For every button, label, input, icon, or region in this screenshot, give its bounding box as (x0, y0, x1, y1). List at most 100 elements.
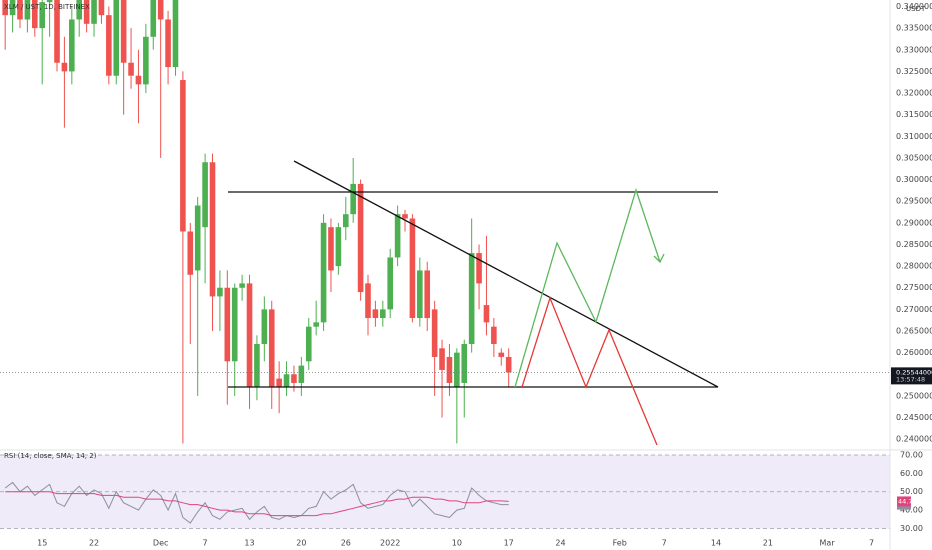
candle-body (276, 378, 282, 388)
candle-body (17, 0, 23, 20)
x-tick-label: 7 (869, 539, 874, 548)
candle-body (143, 36, 149, 85)
candle-body (476, 253, 482, 284)
candle-body (409, 218, 416, 319)
candle-body (350, 183, 356, 215)
candle-body (439, 348, 445, 370)
candle-body (202, 162, 208, 228)
x-tick-label: 7 (662, 539, 667, 548)
countdown: 13:57:48 (896, 375, 925, 383)
candle-body (424, 270, 431, 319)
rsi-tick-label: 50.00 (900, 487, 923, 496)
x-tick-label: 21 (763, 539, 773, 548)
candle-body (365, 283, 371, 319)
x-tick-label: 10 (452, 539, 462, 548)
rsi-value-label: 44.71 (898, 497, 917, 505)
candle-body (165, 19, 171, 68)
candle-body (46, 0, 53, 3)
x-tick-label: Dec (153, 539, 168, 548)
candle-body (69, 19, 75, 72)
y-tick-label: 0.31000000 (896, 132, 932, 141)
candle-body (268, 309, 275, 388)
y-tick-label: 0.30500000 (896, 153, 932, 162)
candle-body (91, 0, 97, 24)
candle-body (335, 227, 342, 267)
candle-body (402, 214, 408, 219)
candle-body (291, 374, 297, 383)
candle-body (106, 15, 112, 76)
bull-arrow (653, 253, 665, 264)
candle-body (39, 2, 46, 29)
x-tick-label: 24 (555, 539, 565, 548)
candle-body (180, 80, 186, 232)
drawings (228, 160, 719, 446)
candle-body (498, 352, 505, 357)
candle-body (298, 365, 305, 383)
candle-body (357, 183, 364, 293)
candle-body (342, 214, 349, 228)
candle-body (239, 283, 245, 288)
candle-body (394, 214, 401, 258)
x-tick-label: 7 (203, 539, 208, 548)
candle-body (454, 352, 460, 388)
candle-body (505, 356, 512, 373)
candle-body (461, 343, 468, 383)
candle-body (9, 0, 16, 16)
last-price-box (891, 367, 932, 385)
x-tick-label: 22 (89, 539, 99, 548)
bear-path (521, 296, 658, 446)
rsi-tick-label: 70.00 (900, 450, 923, 459)
x-tick-label: Mar (820, 539, 836, 548)
x-tick-label: 13 (244, 539, 254, 548)
y-tick-label: 0.30000000 (896, 175, 932, 184)
candle-body (150, 0, 157, 37)
candle-body (491, 326, 497, 344)
candle-body (32, 0, 38, 29)
last-price-label: 0.25544000 (896, 368, 932, 376)
candle-body (83, 0, 90, 24)
y-tick-label: 0.29500000 (896, 197, 932, 206)
candle-body (113, 0, 120, 76)
candle-body (209, 162, 216, 297)
candle-body (231, 287, 238, 362)
y-tick-label: 0.33500000 (896, 24, 932, 33)
candle-body (2, 0, 8, 16)
candle-body (483, 305, 490, 323)
candle-body (54, 0, 60, 63)
candle-body (98, 0, 105, 16)
rsi-title: RSI (14, close, SMA, 14, 2) (4, 452, 97, 460)
y-tick-label: 0.25000000 (896, 391, 932, 400)
candle-body (431, 309, 438, 357)
y-tick-label: 0.24000000 (896, 435, 932, 444)
x-tick-label: Feb (613, 539, 627, 548)
candle-body (254, 343, 260, 388)
y-tick-label: 0.32000000 (896, 89, 932, 98)
candle-body (320, 222, 327, 323)
candle-body (261, 309, 268, 344)
trend-line (293, 160, 719, 388)
y-tick-label: 0.28000000 (896, 262, 932, 271)
candle-body (246, 283, 253, 388)
y-tick-label: 0.33000000 (896, 45, 932, 54)
chart-title: XLM / UST, 1D, BITFINEX (4, 3, 90, 11)
x-tick-label: 20 (296, 539, 306, 548)
x-tick-label: 2022 (380, 539, 400, 548)
candle-body (24, 0, 31, 20)
bull-path (514, 187, 661, 388)
rsi-tick-label: 40.00 (900, 506, 923, 515)
candle-body (194, 205, 201, 271)
candle-body (157, 0, 164, 20)
x-tick-label: 26 (341, 539, 351, 548)
candle-body (372, 309, 379, 319)
plot (0, 0, 890, 529)
candle-body (224, 287, 231, 362)
y-tick-label: 0.26000000 (896, 348, 932, 357)
candle-body (135, 75, 142, 85)
candle-body (187, 231, 194, 275)
candle-body (172, 0, 179, 68)
candle-body (217, 287, 223, 297)
candle-body (76, 0, 83, 20)
y-tick-label: 0.26500000 (896, 327, 932, 336)
